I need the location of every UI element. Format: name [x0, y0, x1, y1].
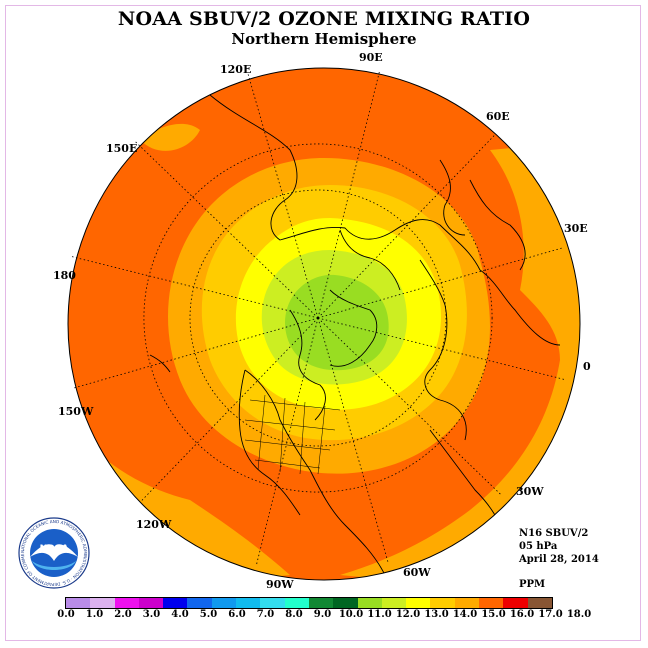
colorbar-tick-label: 10.0: [338, 609, 364, 620]
colorbar: [65, 597, 553, 609]
colorbar-segment: [90, 598, 115, 608]
state-lines-h: [244, 399, 341, 469]
colorbar-tick-label: 15.0: [481, 609, 506, 620]
info-units: PPM: [519, 579, 546, 590]
colorbar-tick-label: 2.0: [114, 609, 132, 620]
latitude-circle: [189, 189, 447, 447]
coastlines: [149, 94, 561, 576]
latitude-circle: [143, 143, 493, 493]
colorbar-tick-label: 6.0: [228, 609, 246, 620]
colorbar-tick-label: 11.0: [367, 609, 392, 620]
meridian-line: [317, 133, 497, 319]
colorbar-tick-label: 14.0: [452, 609, 478, 620]
lon-label-90w: 90W: [266, 578, 294, 591]
coast-kamchatka: [439, 159, 466, 236]
colorbar-tick-label: 13.0: [424, 609, 449, 620]
colorbar-segment: [527, 598, 552, 608]
colorbar-segment: [479, 598, 504, 608]
info-instrument: N16 SBUV/2: [519, 528, 589, 539]
colorbar-segment: [284, 598, 309, 608]
lon-label-150w: 150W: [58, 405, 94, 418]
graticule: [69, 69, 567, 567]
meridian-line: [317, 317, 389, 565]
meridian-line: [317, 69, 381, 319]
meridian-line: [133, 139, 319, 319]
info-block: N16 SBUV/2 05 hPa April 28, 2014 PPM: [519, 527, 599, 591]
coast-eurasia-north: [209, 94, 561, 346]
lon-label-120e: 120E: [220, 63, 251, 76]
lon-label-30w: 30W: [516, 485, 544, 498]
colorbar-segment: [114, 598, 139, 608]
meridian-line: [255, 317, 319, 567]
colorbar-segment: [333, 598, 358, 608]
colorbar-segment: [260, 598, 285, 608]
colorbar-tick-label: 18.0: [566, 609, 592, 620]
state-lines-v: [257, 394, 326, 475]
colorbar-segment: [163, 598, 188, 608]
logo-text: NOAA: [40, 544, 69, 554]
lon-label-60w: 60W: [403, 566, 431, 579]
state-boundaries: [244, 394, 341, 475]
colorbar-ticks: 0.0 1.0 2.0 3.0 4.0 5.0 6.0 7.0 8.0 9.0 10.0 11.0 12…: [0, 609, 648, 623]
lon-label-90e: 90E: [359, 51, 383, 64]
colorbar-tick-label: 17.0: [538, 609, 563, 620]
colorbar-segment: [187, 598, 212, 608]
lon-label-150e: 150E: [106, 142, 137, 155]
colorbar-tick-label: 0.0: [57, 609, 75, 620]
colorbar-segment: [406, 598, 431, 608]
colorbar-segment: [503, 598, 528, 608]
colorbar-tick-label: 16.0: [509, 609, 535, 620]
map-title: NOAA SBUV/2 OZONE MIXING RATIO: [117, 8, 531, 30]
colorbar-tick-label: 3.0: [142, 609, 161, 620]
meridian-line: [69, 255, 319, 319]
coast-greenland: [329, 289, 378, 367]
colorbar-tick-label: 8.0: [285, 609, 303, 620]
logo-wave-icon: [32, 561, 76, 570]
lon-label-30e: 30E: [564, 222, 588, 235]
lon-label-60e: 60E: [486, 110, 510, 123]
colorbar-tick-label: 5.0: [199, 609, 218, 620]
meridian-line: [71, 317, 319, 389]
colorbar-segment: [381, 598, 407, 608]
colorbar-tick-label: 4.0: [171, 609, 189, 620]
info-date: April 28, 2014: [519, 554, 599, 565]
image-frame: [5, 5, 641, 641]
colorbar-segment: [357, 598, 382, 608]
lon-label-120w: 120W: [136, 518, 172, 531]
lon-label-180: 180: [53, 269, 76, 282]
colorbar-segment: [308, 598, 334, 608]
colorbar-segment: [138, 598, 164, 608]
coast-north-america-east: [244, 369, 386, 576]
colorbar-segment: [211, 598, 237, 608]
colorbar-segment: [236, 598, 261, 608]
globe-outline: [67, 67, 581, 581]
meridian-line: [247, 71, 319, 319]
meridian-line: [317, 317, 503, 497]
colorbar-segment: [430, 598, 455, 608]
colorbar-tick-label: 9.0: [313, 609, 332, 620]
coast-canada-arctic: [289, 309, 326, 421]
coast-scandinavia: [419, 259, 467, 441]
coast-hawaii: [149, 354, 171, 373]
meridian-line: [317, 317, 567, 381]
colorbar-tick-label: 1.0: [85, 609, 104, 620]
meridian-line: [317, 247, 565, 319]
field-patch-nw: [140, 123, 200, 151]
coast-north-america-west: [238, 369, 301, 516]
coast-asia-east: [469, 179, 526, 271]
colorbar-tick-label: 7.0: [256, 609, 275, 620]
coast-taymyr: [339, 229, 401, 291]
colorbar-segment: [454, 598, 480, 608]
logo-bird-icon: [30, 544, 78, 561]
colorbar-segment: [66, 598, 91, 608]
noaa-logo: NATIONAL OCEANIC AND ATMOSPHERIC ADMINIS…: [18, 517, 90, 589]
map-subtitle: Northern Hemisphere: [231, 30, 417, 48]
meridian-line: [139, 317, 319, 503]
lon-label-0: 0: [583, 360, 591, 373]
info-level: 05 hPa: [519, 541, 558, 552]
colorbar-tick-label: 12.0: [395, 609, 421, 620]
